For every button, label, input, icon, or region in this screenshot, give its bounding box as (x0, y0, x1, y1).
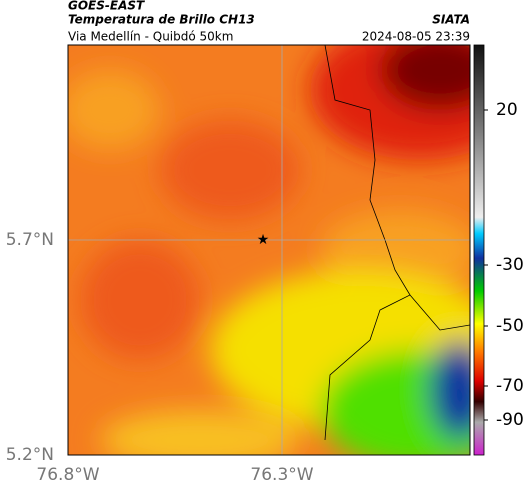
lat-label: 5.7°N (6, 230, 54, 250)
map-frame (67, 44, 471, 456)
title: GOES-EAST (68, 0, 145, 13)
colorbar-label: -30 (496, 255, 524, 275)
lon-label: 76.3°W (250, 465, 313, 485)
colorbar-label: -50 (496, 316, 524, 336)
svg-text:★: ★ (257, 232, 270, 248)
subtitle: Temperatura de Brillo CH13 (68, 13, 255, 27)
colorbar-label: -90 (496, 410, 524, 430)
colorbar-label: -70 (496, 376, 524, 396)
location: Via Medellín - Quibdó 50km (68, 30, 233, 44)
timestamp: 2024-08-05 23:39 (362, 30, 470, 44)
source: SIATA (432, 13, 470, 27)
colorbar (473, 44, 485, 456)
lat-label: 5.2°N (6, 445, 54, 465)
satellite-image: ★ (68, 45, 470, 455)
lon-label: 76.8°W (36, 465, 99, 485)
colorbar-label: 20 (496, 100, 518, 120)
